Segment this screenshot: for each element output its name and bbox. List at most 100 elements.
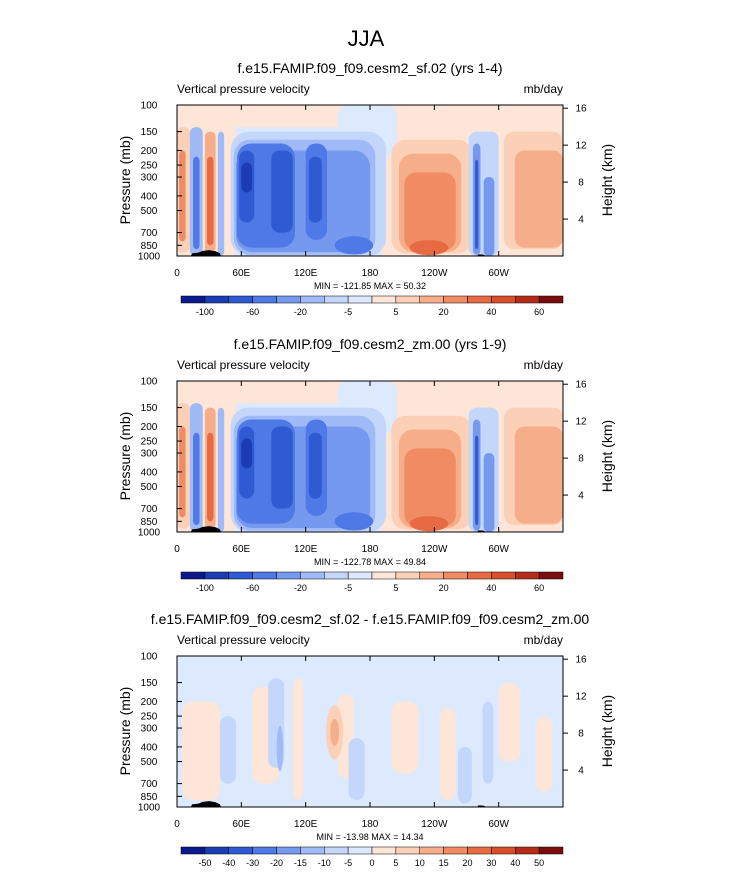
- colorbar-swatch: [395, 295, 420, 304]
- contour-region: [498, 682, 521, 762]
- contour-region: [514, 150, 563, 248]
- x-tick-label: 120W: [421, 819, 448, 830]
- panel-2-axes: Pressure (mb) Height (km) 0 60E 120E 180 120…: [117, 377, 615, 556]
- panel-2-title: f.e15.FAMIP.f09_f09.cesm2_zm.00 (yrs 1-9…: [234, 336, 507, 352]
- y-tick-label: 300: [141, 724, 158, 735]
- colorbar-swatch: [443, 846, 468, 855]
- y-tick-label: 200: [141, 697, 158, 708]
- colorbar-swatch: [419, 846, 444, 855]
- contour-region: [404, 448, 456, 527]
- colorbar-label: 20: [439, 307, 449, 317]
- terrain-mask: [190, 526, 221, 532]
- y-tick-label: 400: [141, 467, 158, 478]
- y-tick-label: 200: [141, 422, 158, 433]
- contour-region: [483, 453, 495, 532]
- colorbar-swatch: [324, 846, 349, 855]
- contour-region: [207, 432, 214, 522]
- y-tick-label: 100: [141, 652, 158, 663]
- contour-region: [308, 156, 322, 223]
- x-tick-label: 60E: [232, 544, 250, 555]
- contour-region: [271, 426, 293, 509]
- colorbar-label: 60: [534, 307, 544, 317]
- x-tick-label: 120E: [294, 544, 318, 555]
- panel-3-title: f.e15.FAMIP.f09_f09.cesm2_sf.02 - f.e15.…: [151, 611, 590, 627]
- colorbar-label: -20: [294, 583, 307, 593]
- panel-2-left-label: Vertical pressure velocity: [177, 358, 310, 372]
- contour-region: [276, 725, 284, 772]
- y-tick-right-label: 12: [575, 141, 587, 152]
- contour-region: [457, 746, 472, 804]
- y-tick-right-label: 4: [578, 766, 584, 777]
- colorbar-label: 30: [486, 858, 496, 868]
- contour-region: [475, 159, 479, 250]
- colorbar-label: 5: [393, 858, 398, 868]
- contour-region: [409, 516, 449, 532]
- x-tick-label: 0: [174, 268, 180, 279]
- y-tick-label: 400: [141, 191, 158, 202]
- colorbar-label: 20: [462, 858, 472, 868]
- panel-1-field: [176, 104, 564, 257]
- colorbar-swatch: [371, 846, 397, 855]
- colorbar-swatch: [252, 571, 277, 580]
- colorbar-label: -100: [196, 583, 214, 593]
- y-tick-label: 100: [141, 377, 158, 388]
- y-tick-label: 150: [141, 678, 158, 689]
- colorbar-label: 0: [369, 858, 374, 868]
- x-tick-label: 180: [362, 819, 379, 830]
- x-tick-label: 60W: [488, 544, 509, 555]
- contour-region: [391, 701, 419, 774]
- colorbar-swatch: [252, 846, 277, 855]
- panel-2-stats: MIN = -122.78 MAX = 49.84: [314, 557, 426, 567]
- contour-region: [439, 707, 456, 801]
- colorbar-swatch: [443, 295, 468, 304]
- x-tick-label: 0: [174, 544, 180, 555]
- colorbar-label: -5: [344, 858, 352, 868]
- panel-1-contours: [177, 105, 563, 256]
- y-tick-right-label: 16: [575, 655, 587, 666]
- y-tick-right-label: 16: [575, 104, 587, 115]
- colorbar-label: 60: [534, 583, 544, 593]
- colorbar-swatch: [515, 571, 540, 580]
- x-tick-label: 180: [362, 544, 379, 555]
- panel-1-ylabel-right: Height (km): [599, 144, 615, 216]
- contour-region: [271, 150, 293, 233]
- panel-2-colorbar: -100 -60 -20 -5 5 20 40 60: [180, 571, 564, 593]
- y-tick-label: 500: [141, 482, 158, 493]
- colorbar-swatch: [300, 571, 325, 580]
- colorbar-swatch: [347, 295, 373, 304]
- contour-region: [217, 131, 225, 256]
- colorbar-label: 50: [534, 858, 544, 868]
- colorbar-swatch: [204, 846, 229, 855]
- colorbar-swatch: [419, 571, 444, 580]
- contour-region: [217, 407, 225, 532]
- x-tick-label: 120W: [421, 544, 448, 555]
- contour-region: [292, 678, 304, 801]
- panel-3-colorbar: -50 -40 -30 -20 -15 -10 -5 0 5 10 15 20 30 40 50: [180, 846, 564, 868]
- x-tick-label: 0: [174, 819, 180, 830]
- colorbar-label: -20: [294, 307, 307, 317]
- y-tick-label: 250: [141, 161, 158, 172]
- contour-region: [207, 156, 214, 246]
- colorbar-swatch: [491, 571, 516, 580]
- panel-1-colorbar: -100 -60 -20 -5 5 20 40 60: [180, 295, 564, 317]
- panel-3-stats: MIN = -13.98 MAX = 14.34: [316, 832, 423, 842]
- y-tick-label: 850: [141, 517, 158, 528]
- colorbar-label: 40: [486, 307, 496, 317]
- colorbar-label: 5: [393, 583, 398, 593]
- x-tick-label: 120E: [294, 819, 318, 830]
- panel-1-ylabel: Pressure (mb): [117, 136, 133, 225]
- colorbar-label: -5: [344, 307, 352, 317]
- panel-3-ylabel-right: Height (km): [599, 695, 615, 767]
- y-tick-label: 850: [141, 792, 158, 803]
- panel-2-field: [176, 380, 564, 533]
- y-tick-label: 700: [141, 228, 158, 239]
- y-tick-right-label: 8: [578, 729, 584, 740]
- panel-1-stats: MIN = -121.85 MAX = 50.32: [314, 281, 426, 291]
- panel-2-ylabel: Pressure (mb): [117, 412, 133, 501]
- figure-title: JJA: [348, 26, 385, 51]
- colorbar-label: -60: [246, 583, 259, 593]
- panel-3: f.e15.FAMIP.f09_f09.cesm2_sf.02 - f.e15.…: [117, 611, 615, 868]
- contour-region: [514, 426, 563, 524]
- x-tick-label: 60E: [232, 268, 250, 279]
- contour-region: [241, 438, 253, 469]
